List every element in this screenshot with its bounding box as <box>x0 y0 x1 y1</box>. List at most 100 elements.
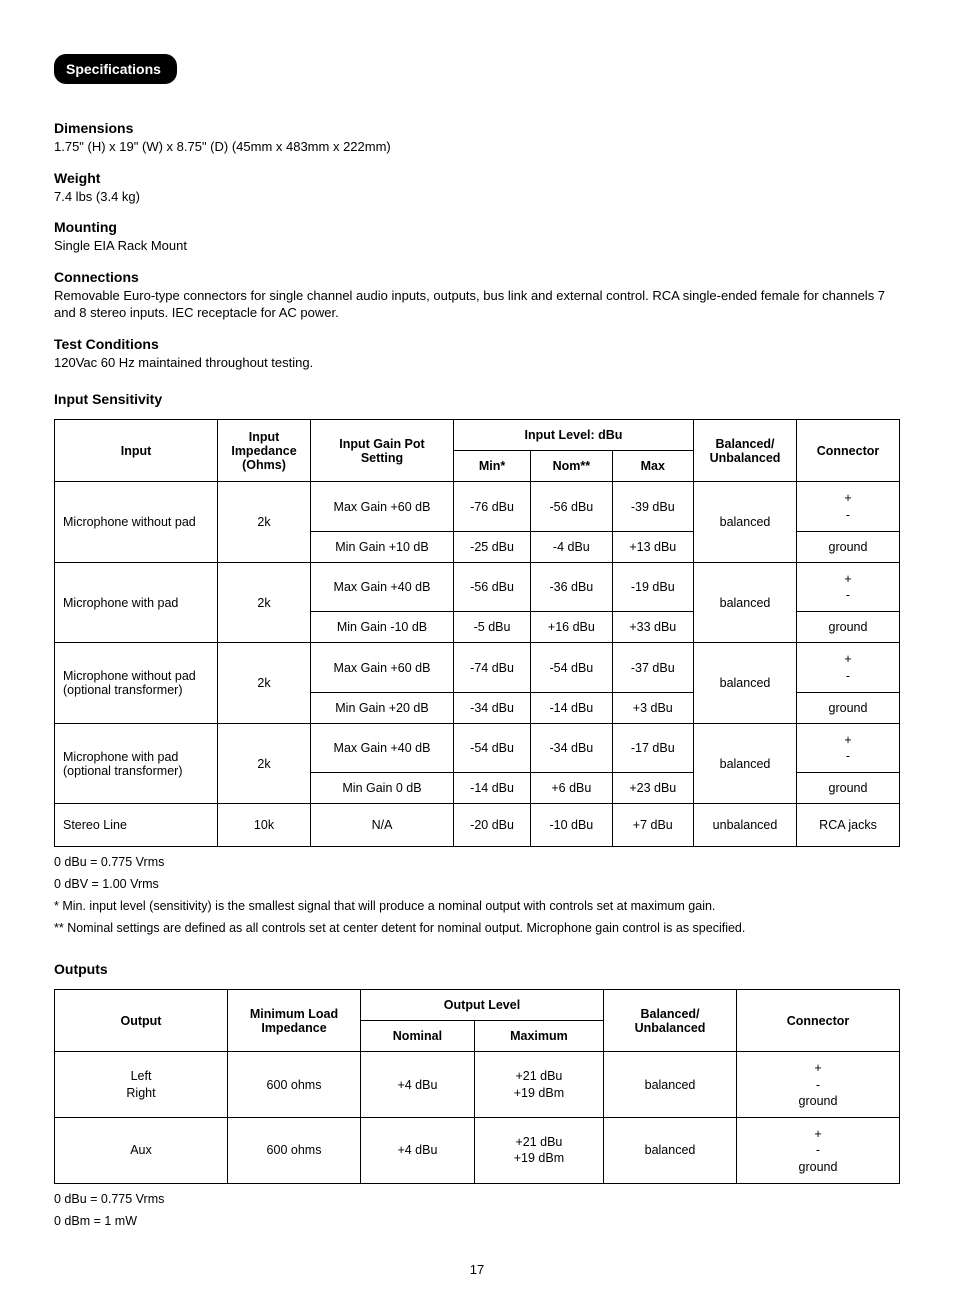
input-cell: Stereo Line <box>55 804 218 847</box>
max-cell: +23 dBu <box>612 773 693 804</box>
connector-cell: ground <box>797 531 900 562</box>
connector-cell: RCA jacks <box>797 804 900 847</box>
max-cell: -37 dBu <box>612 643 693 693</box>
note-text: * Min. input level (sensitivity) is the … <box>54 899 900 913</box>
min-cell: -25 dBu <box>454 531 531 562</box>
note-text: 0 dBu = 0.775 Vrms <box>54 855 900 869</box>
pot-cell: Min Gain +10 dB <box>311 531 454 562</box>
impedance-cell: 2k <box>218 643 311 724</box>
nom-cell: -10 dBu <box>531 804 612 847</box>
output-notes: 0 dBu = 0.775 Vrms 0 dBm = 1 mW <box>54 1192 900 1228</box>
max-cell: -39 dBu <box>612 482 693 532</box>
min-cell: -20 dBu <box>454 804 531 847</box>
page-number: 17 <box>54 1262 900 1277</box>
max-cell: +33 dBu <box>612 612 693 643</box>
nom-cell: -54 dBu <box>531 643 612 693</box>
header-pot: Input Gain Pot Setting <box>311 420 454 482</box>
header-max: Max <box>612 451 693 482</box>
connector-cell: ground <box>797 612 900 643</box>
balanced-cell: balanced <box>604 1052 737 1118</box>
connector-cell: ground <box>797 692 900 723</box>
input-cell: Microphone without pad (optional transfo… <box>55 643 218 724</box>
test-conditions-text: 120Vac 60 Hz maintained throughout testi… <box>54 354 900 372</box>
note-text: 0 dBm = 1 mW <box>54 1214 900 1228</box>
connector-cell: +-ground <box>737 1118 900 1184</box>
connections-text: Removable Euro-type connectors for singl… <box>54 287 900 322</box>
max-cell: +7 dBu <box>612 804 693 847</box>
min-cell: -74 dBu <box>454 643 531 693</box>
balanced-cell: balanced <box>694 562 797 643</box>
connector-cell: +- <box>797 723 900 773</box>
connections-label: Connections <box>54 269 900 285</box>
header-balanced: Balanced/ Unbalanced <box>694 420 797 482</box>
test-conditions-label: Test Conditions <box>54 336 900 352</box>
table-row: Microphone without pad (optional transfo… <box>55 643 900 693</box>
min-cell: -5 dBu <box>454 612 531 643</box>
maximum-cell: +21 dBu+19 dBm <box>474 1118 603 1184</box>
impedance-cell: 2k <box>218 562 311 643</box>
nom-cell: -36 dBu <box>531 562 612 612</box>
input-cell: Microphone without pad <box>55 482 218 563</box>
pot-cell: Min Gain -10 dB <box>311 612 454 643</box>
header-connector: Connector <box>797 420 900 482</box>
table-header-row: Output Minimum Load Impedance Output Lev… <box>55 990 900 1021</box>
note-text: 0 dBV = 1.00 Vrms <box>54 877 900 891</box>
nom-cell: -4 dBu <box>531 531 612 562</box>
weight-label: Weight <box>54 170 900 186</box>
connector-cell: +-ground <box>737 1052 900 1118</box>
header-connector: Connector <box>737 990 900 1052</box>
nom-cell: -34 dBu <box>531 723 612 773</box>
pot-cell: Max Gain +40 dB <box>311 562 454 612</box>
balanced-cell: balanced <box>694 643 797 724</box>
mounting-label: Mounting <box>54 219 900 235</box>
input-sensitivity-label: Input Sensitivity <box>54 391 900 407</box>
specifications-badge: Specifications <box>54 54 177 84</box>
weight-text: 7.4 lbs (3.4 kg) <box>54 188 900 206</box>
header-minload: Minimum Load Impedance <box>228 990 361 1052</box>
header-impedance: Input Impedance (Ohms) <box>218 420 311 482</box>
header-input: Input <box>55 420 218 482</box>
nom-cell: +16 dBu <box>531 612 612 643</box>
header-level-group: Output Level <box>361 990 604 1021</box>
outputs-label: Outputs <box>54 961 900 977</box>
min-cell: -34 dBu <box>454 692 531 723</box>
balanced-cell: balanced <box>694 482 797 563</box>
nom-cell: -56 dBu <box>531 482 612 532</box>
maximum-cell: +21 dBu+19 dBm <box>474 1052 603 1118</box>
connector-cell: +- <box>797 482 900 532</box>
connector-cell: ground <box>797 773 900 804</box>
balanced-cell: balanced <box>604 1118 737 1184</box>
min-cell: -14 dBu <box>454 773 531 804</box>
pot-cell: Max Gain +40 dB <box>311 723 454 773</box>
output-cell: LeftRight <box>55 1052 228 1118</box>
dimensions-label: Dimensions <box>54 120 900 136</box>
nom-cell: -14 dBu <box>531 692 612 723</box>
header-min: Min* <box>454 451 531 482</box>
pot-cell: Max Gain +60 dB <box>311 482 454 532</box>
note-text: 0 dBu = 0.775 Vrms <box>54 1192 900 1206</box>
table-row: Stereo Line 10k N/A -20 dBu -10 dBu +7 d… <box>55 804 900 847</box>
max-cell: -19 dBu <box>612 562 693 612</box>
min-cell: -54 dBu <box>454 723 531 773</box>
dimensions-text: 1.75" (H) x 19" (W) x 8.75" (D) (45mm x … <box>54 138 900 156</box>
mounting-text: Single EIA Rack Mount <box>54 237 900 255</box>
max-cell: -17 dBu <box>612 723 693 773</box>
table-row: Microphone without pad 2k Max Gain +60 d… <box>55 482 900 532</box>
header-nom: Nom** <box>531 451 612 482</box>
max-cell: +3 dBu <box>612 692 693 723</box>
nominal-cell: +4 dBu <box>361 1118 475 1184</box>
header-level-group: Input Level: dBu <box>454 420 694 451</box>
nom-cell: +6 dBu <box>531 773 612 804</box>
header-nominal: Nominal <box>361 1021 475 1052</box>
min-cell: -76 dBu <box>454 482 531 532</box>
input-cell: Microphone with pad (optional transforme… <box>55 723 218 804</box>
table-row: Microphone with pad 2k Max Gain +40 dB -… <box>55 562 900 612</box>
connector-cell: +- <box>797 643 900 693</box>
impedance-cell: 2k <box>218 723 311 804</box>
impedance-cell: 2k <box>218 482 311 563</box>
outputs-table: Output Minimum Load Impedance Output Lev… <box>54 989 900 1184</box>
input-notes: 0 dBu = 0.775 Vrms 0 dBV = 1.00 Vrms * M… <box>54 855 900 935</box>
minload-cell: 600 ohms <box>228 1118 361 1184</box>
header-balanced: Balanced/ Unbalanced <box>604 990 737 1052</box>
table-row: Microphone with pad (optional transforme… <box>55 723 900 773</box>
